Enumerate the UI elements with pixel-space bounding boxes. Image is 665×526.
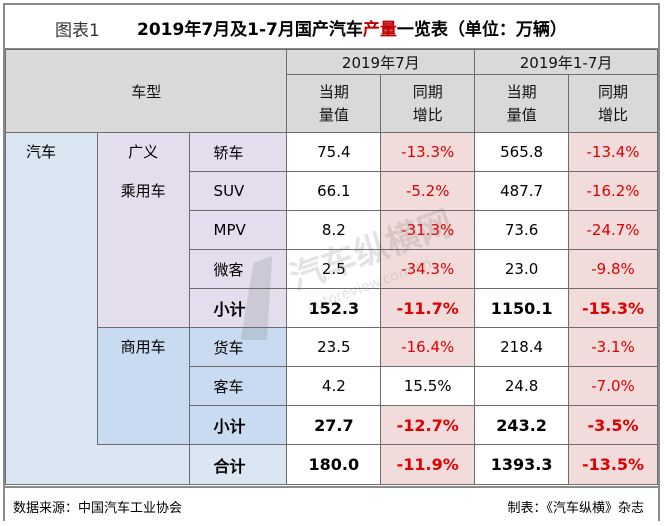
title-post: 一览表（单位：万辆） [396,20,567,40]
month-yoy: -12.7% [380,405,476,445]
header-month-yoy: 同期 增比 [380,74,476,133]
ytd-value: 218.4 [474,327,570,367]
ytd-value: 1150.1 [474,288,570,328]
figure-label: 图表1 [55,21,100,41]
row-type: 合计 [188,444,288,485]
month-yoy: -13.3% [380,132,476,172]
month-value: 66.1 [286,171,382,211]
row-type: 轿车 [188,132,288,172]
total-row: 合计 180.0 -11.9% 1393.3 -13.5% [5,444,658,485]
header-yoy-l1: 同期 [412,82,443,101]
table-maker: 制表：《汽车纵横》杂志 [507,501,644,516]
table-row: 商用车 货车 23.5 -16.4% 218.4 -3.1% [6,327,658,445]
table-row: 微客 2.5 -34.3% 23.0 -9.8% [6,249,658,289]
ytd-yoy: -13.4% [568,132,658,172]
header-current-l2: 量值 [318,105,349,124]
row-type: SUV [188,171,288,211]
title-bar: 图表1 2019年7月及1-7月国产汽车产量一览表（单位：万辆） [5,5,658,50]
header-current-l2: 量值 [506,105,537,124]
month-value: 23.5 [286,327,382,367]
header-ytd-yoy: 同期 增比 [568,74,658,133]
month-value: 152.3 [286,288,382,328]
production-table: 车型 2019年7月 2019年1-7月 当期量值 同期增比 当期量值 同期增比… [4,49,658,485]
table-row: MPV 8.2 -31.3% 73.6 -24.7% [6,210,658,250]
month-value: 4.2 [286,366,382,406]
ytd-value: 24.8 [474,366,570,406]
title-highlight: 产量 [362,20,397,40]
ytd-yoy: -24.7% [568,210,658,250]
ytd-yoy: -3.5% [568,405,658,445]
category-passenger: 广义 乘用车 [96,132,190,328]
header-current-l1: 当期 [506,82,537,101]
figure-title: 2019年7月及1-7月国产汽车产量一览表（单位：万辆） [137,15,567,40]
header-yoy-l2: 增比 [598,105,629,124]
subtotal-row: 小计 152.3 -11.7% 1150.1 -15.3% [6,288,658,328]
header-yoy-l2: 增比 [412,105,443,124]
row-type: 微客 [188,249,288,289]
month-value: 180.0 [286,444,382,485]
row-type: 小计 [188,288,288,328]
title-pre: 2019年7月及1-7月国产汽车 [137,20,363,40]
subtotal-row: 小计 27.7 -12.7% 243.2 -3.5% [6,405,658,445]
month-value: 27.7 [286,405,382,445]
month-value: 2.5 [286,249,382,289]
category-passenger-l1: 广义 [128,143,159,161]
month-yoy: -5.2% [380,171,476,211]
header-model-type: 车型 [4,49,288,133]
month-value: 8.2 [286,210,382,250]
category-passenger-l2: 乘用车 [120,182,166,200]
month-value: 75.4 [286,132,382,172]
table-row: 汽车 广义乘用车 轿车 75.4 -13.3% 565.8 -13.4% [5,132,658,445]
ytd-value: 565.8 [474,132,570,172]
ytd-value: 243.2 [474,405,570,445]
month-yoy: -34.3% [380,249,476,289]
table-figure: 图表1 2019年7月及1-7月国产汽车产量一览表（单位：万辆） 车型 2019… [3,3,660,521]
table-row: 客车 4.2 15.5% 24.8 -7.0% [6,366,658,406]
ytd-yoy: -16.2% [568,171,658,211]
ytd-yoy: -13.5% [568,444,658,485]
ytd-yoy: -9.8% [568,249,658,289]
footer: 数据来源：中国汽车工业协会 制表：《汽车纵横》杂志 [5,486,658,521]
header-ytd-value: 当期 量值 [474,74,570,133]
header-current-l1: 当期 [318,82,349,101]
month-yoy: 15.5% [380,366,476,406]
month-yoy: -11.9% [380,444,476,485]
table-row: SUV 66.1 -5.2% 487.7 -16.2% [6,171,658,211]
header-period-ytd: 2019年1-7月 [474,49,658,75]
header-period-month: 2019年7月 [286,49,476,75]
ytd-yoy: -3.1% [568,327,658,367]
month-yoy: -16.4% [380,327,476,367]
ytd-value: 1393.3 [474,444,570,485]
header-month-value: 当期 量值 [286,74,382,133]
month-yoy: -31.3% [380,210,476,250]
ytd-value: 23.0 [474,249,570,289]
row-type: 货车 [188,327,288,367]
row-type: MPV [188,210,288,250]
total-spacer [5,444,190,485]
month-yoy: -11.7% [380,288,476,328]
ytd-yoy: -7.0% [568,366,658,406]
header-yoy-l1: 同期 [598,82,629,101]
data-source: 数据来源：中国汽车工业协会 [13,501,183,516]
category-commercial: 商用车 [96,327,190,445]
ytd-yoy: -15.3% [568,288,658,328]
category-vehicle: 汽车 [5,132,98,445]
ytd-value: 487.7 [474,171,570,211]
row-type: 小计 [188,405,288,445]
ytd-value: 73.6 [474,210,570,250]
row-type: 客车 [188,366,288,406]
